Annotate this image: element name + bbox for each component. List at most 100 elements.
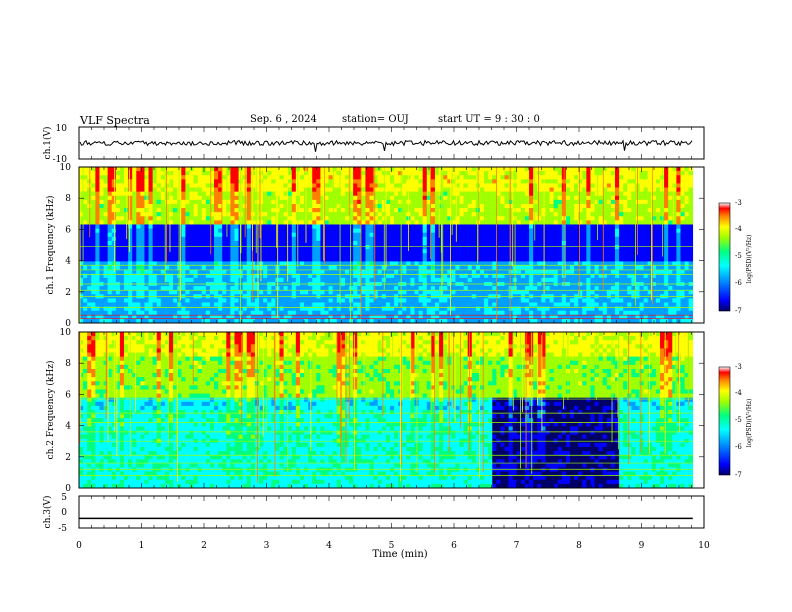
spec-cell — [398, 175, 403, 180]
spec-cell — [414, 240, 419, 246]
spec-cell — [586, 290, 591, 295]
spec-cell — [385, 187, 391, 192]
spec-cell — [594, 203, 599, 209]
spec-cell — [410, 253, 415, 258]
spec-cell — [598, 245, 604, 250]
spec-cell — [308, 286, 313, 291]
spec-cell — [402, 203, 407, 209]
spec-cell — [479, 273, 485, 279]
spec-cell — [565, 245, 571, 250]
spec-cell — [590, 171, 595, 176]
spec-cell — [173, 261, 178, 266]
spec-cell — [504, 286, 509, 291]
spec-cell — [283, 269, 288, 275]
spec-cell — [79, 220, 84, 225]
spec-cell — [353, 203, 358, 209]
spec-cell — [312, 290, 317, 295]
spec-cell — [99, 183, 104, 188]
spec-cell — [385, 253, 391, 258]
spec-cell — [451, 191, 456, 197]
spec-cell — [516, 208, 522, 213]
spec-cell — [148, 171, 153, 176]
spec-cell — [95, 167, 100, 172]
spec-cell — [218, 306, 223, 311]
spec-cell — [574, 318, 579, 324]
spec-cell — [209, 310, 215, 316]
spec-cell — [263, 167, 268, 172]
spec-cell — [394, 298, 399, 303]
spec-cell — [111, 269, 117, 275]
spec-cell — [132, 183, 137, 188]
spec-cell — [201, 253, 207, 258]
spec-cell — [324, 269, 329, 275]
spec-cell — [357, 199, 362, 205]
spec-cell — [173, 318, 178, 324]
spec-cell — [394, 208, 399, 213]
spec-cell — [340, 216, 346, 221]
spec-cell — [410, 302, 415, 307]
spec-cell — [226, 216, 231, 221]
spec-cell — [250, 171, 256, 176]
spec-cell — [398, 195, 403, 201]
spec-cell — [148, 273, 153, 279]
spec-cell — [430, 265, 436, 270]
spec-cell — [606, 290, 612, 295]
spec-cell — [500, 269, 505, 275]
spec-cell — [369, 298, 374, 303]
spec-cell — [259, 318, 264, 324]
spec-cell — [87, 191, 92, 197]
spec-cell — [336, 277, 342, 283]
spec-cell — [410, 318, 415, 324]
spec-cell — [299, 236, 305, 242]
spec-cell — [263, 286, 268, 291]
spec-cell — [214, 286, 219, 291]
spec-cell — [541, 236, 546, 242]
spec-cell — [144, 245, 149, 250]
spec-cell — [361, 203, 366, 209]
spec-cell — [578, 199, 583, 205]
spec-cell — [115, 216, 121, 221]
spec-cell — [316, 208, 321, 213]
spec-cell — [553, 224, 559, 229]
spec-cell — [594, 187, 599, 192]
spec-cell — [565, 183, 571, 188]
spec-cell — [344, 253, 350, 258]
spec-cell — [128, 199, 133, 205]
spec-cell — [455, 175, 460, 180]
spec-cell — [545, 310, 550, 316]
spec-cell — [140, 220, 145, 225]
spec-cell — [320, 314, 325, 320]
spec-cell — [222, 224, 227, 229]
spec-cell — [582, 187, 587, 192]
spec-cell — [353, 179, 358, 184]
spec-cell — [516, 261, 522, 266]
spec-cell — [529, 261, 534, 266]
spec-cell — [590, 232, 595, 238]
spec-cell — [95, 290, 100, 295]
spec-cell — [156, 167, 162, 172]
spec-cell — [148, 183, 153, 188]
spec-cell — [164, 265, 170, 270]
spec-cell — [79, 236, 84, 242]
spec-cell — [463, 298, 469, 303]
spec-cell — [320, 167, 325, 172]
spec-cell — [95, 314, 100, 320]
spec-cell — [598, 306, 604, 311]
spec-cell — [152, 216, 158, 221]
spec-cell — [455, 183, 460, 188]
spec-cell — [287, 199, 293, 205]
spec-cell — [197, 208, 203, 213]
spec-cell — [349, 236, 354, 242]
spec-cell — [578, 187, 583, 192]
spec-cell — [541, 216, 546, 221]
spec-cell — [594, 183, 599, 188]
spec-cell — [402, 290, 407, 295]
spec-cell — [590, 249, 595, 254]
spec-cell — [193, 175, 198, 180]
spec-cell — [463, 245, 469, 250]
spec-cell — [414, 245, 419, 250]
spec-cell — [365, 314, 370, 320]
spec-cell — [254, 199, 260, 205]
spec-cell — [610, 228, 616, 233]
spec-cell — [410, 273, 415, 279]
